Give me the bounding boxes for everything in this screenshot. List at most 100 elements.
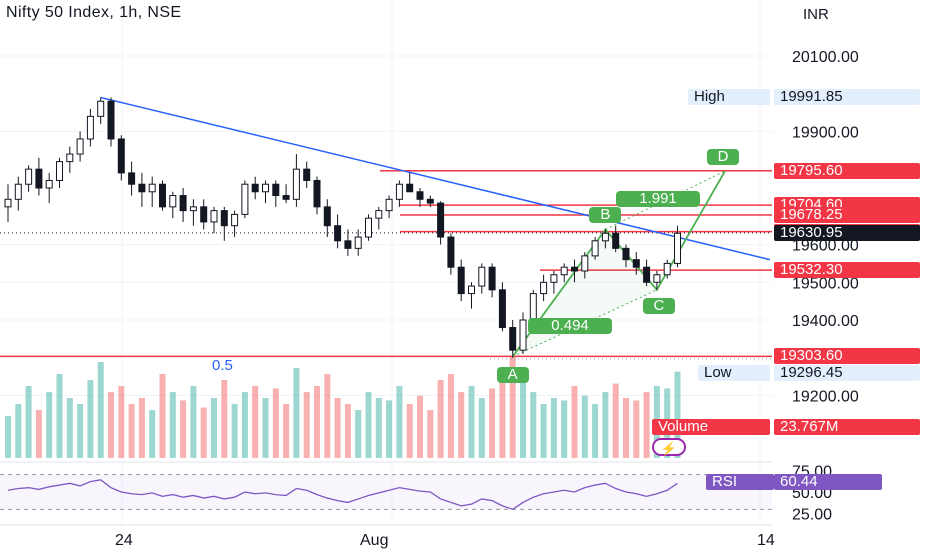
candle-body — [498, 289, 506, 329]
candle-body — [138, 183, 146, 193]
candle-body — [45, 179, 53, 189]
volume-bar — [46, 392, 53, 458]
volume-bar — [200, 407, 207, 458]
trend-line — [100, 96, 771, 261]
volume-bar — [262, 398, 269, 458]
candle-body — [529, 293, 537, 321]
candle-body — [159, 183, 166, 208]
candle-body — [272, 183, 280, 197]
volume-bar — [334, 398, 341, 458]
candle-body — [488, 266, 496, 291]
price-axis[interactable]: 20100.00 19900.00 19600.00 19500.00 19400.00… — [792, 49, 859, 524]
pattern-point-A: A — [496, 366, 529, 383]
volume-bar — [190, 386, 197, 458]
current-price-tag: 19630.95 — [774, 224, 920, 241]
candle-body — [231, 213, 239, 227]
volume-bar — [221, 380, 228, 458]
price-tick-label: 19500.00 — [792, 275, 859, 292]
candle-body — [241, 183, 249, 215]
rsi-value: 60.44 — [774, 474, 882, 490]
volume-bar — [623, 398, 629, 458]
volume-bar — [499, 368, 506, 458]
volume-bar — [128, 404, 135, 458]
price-level-tag: 19303.60 — [774, 348, 920, 365]
candle-body — [581, 255, 589, 272]
candle-body — [14, 183, 22, 200]
candle-body — [674, 232, 681, 264]
price-tick-label: 19200.00 — [792, 388, 859, 405]
candle-body — [117, 138, 125, 174]
volume-bar — [550, 398, 557, 458]
candle-body — [76, 138, 84, 155]
volume-bar — [252, 386, 259, 458]
volume-bar — [365, 392, 372, 458]
candle-body — [292, 168, 300, 200]
price-tick-label: 19900.00 — [792, 124, 859, 141]
price-tick-label: 19400.00 — [792, 313, 859, 330]
candle-body — [210, 210, 218, 223]
rsi-pane — [0, 461, 772, 511]
volume-bar — [571, 386, 578, 458]
candle-body — [395, 183, 403, 200]
time-tick-label: Aug — [360, 532, 388, 549]
volume-bar — [468, 386, 475, 458]
volume-bar — [66, 398, 73, 458]
volume-bar — [149, 410, 156, 458]
volume-bar — [169, 392, 176, 458]
grid-lines — [0, 0, 772, 525]
volume-bar — [386, 400, 393, 458]
volume-bar — [324, 374, 331, 458]
candle-body — [375, 210, 383, 219]
volume-bar — [25, 386, 32, 458]
candle-body — [66, 153, 74, 163]
volume-bar — [396, 386, 403, 458]
volume-bar — [108, 392, 114, 458]
candle-body — [632, 259, 640, 268]
candle-body — [344, 240, 352, 249]
price-level-tag: 19532.30 — [774, 262, 920, 279]
chart-title: Nifty 50 Index, 1h, NSE — [6, 4, 182, 21]
candle-body — [251, 183, 259, 193]
candlestick-series — [4, 97, 681, 358]
candle-body — [653, 274, 661, 283]
volume-bar — [77, 404, 84, 458]
volume-bar — [612, 383, 619, 458]
volume-bar — [674, 371, 681, 458]
volume-bar — [15, 404, 22, 458]
volume-bar — [314, 386, 320, 458]
price-level-tag: 19795.60 — [774, 162, 920, 179]
fib-level-label: 0.5 — [212, 357, 233, 375]
pattern-ac-dotted — [512, 289, 658, 358]
candle-body — [663, 262, 671, 276]
candle-body — [35, 168, 43, 189]
candle-body — [169, 195, 177, 208]
volume-bar — [602, 392, 609, 458]
candle-body — [365, 217, 372, 238]
time-axis[interactable]: 24 Aug 14 — [0, 524, 775, 549]
candle-body — [334, 225, 342, 242]
pattern-path — [511, 170, 726, 358]
candle-body — [179, 195, 187, 212]
volume-bar — [97, 362, 104, 458]
candle-body — [385, 198, 393, 212]
volume-bar — [489, 388, 496, 458]
volume-bar — [272, 388, 279, 458]
volume-bar — [458, 392, 465, 458]
volume-bar — [303, 392, 310, 458]
high-label: High — [688, 88, 770, 105]
price-tick-label: 20100.00 — [792, 49, 859, 66]
candle-body — [601, 232, 609, 242]
candle-body — [303, 168, 311, 181]
volume-bar — [231, 404, 238, 458]
lightning-icon[interactable]: ⚡ — [652, 438, 686, 456]
candle-body — [540, 281, 548, 295]
currency-label[interactable]: INR — [803, 6, 829, 23]
volume-bar — [159, 374, 166, 458]
candle-body — [416, 191, 424, 200]
volume-bar — [540, 404, 547, 458]
candle-body — [457, 266, 465, 295]
volume-bar — [437, 380, 444, 458]
volume-bar — [138, 398, 145, 458]
volume-bar — [633, 400, 640, 458]
